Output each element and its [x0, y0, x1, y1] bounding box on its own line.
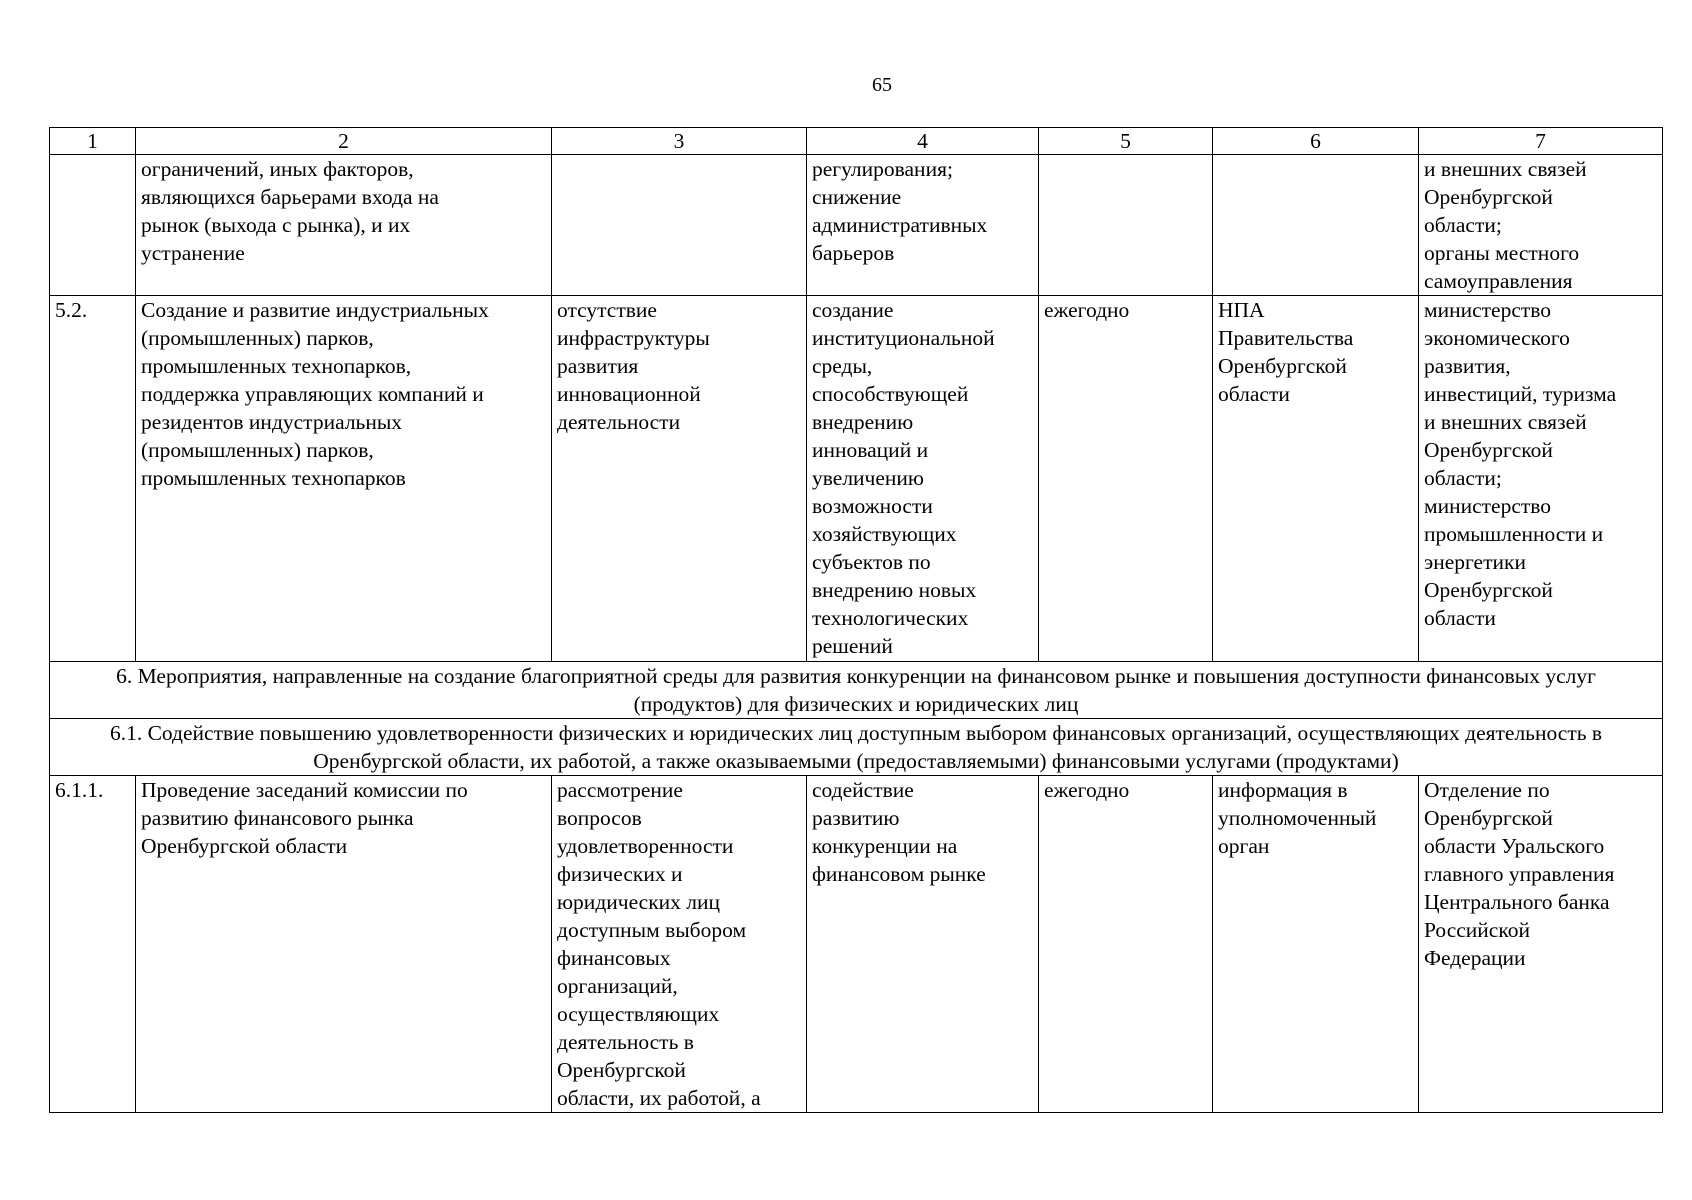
cell-result: создание институциональной среды, способ…	[806, 295, 1039, 662]
header-cell: 1	[49, 127, 136, 155]
header-cell: 7	[1418, 127, 1663, 155]
header-cell: 6	[1212, 127, 1419, 155]
page-number: 65	[872, 74, 892, 96]
cell-deadline: ежегодно	[1038, 775, 1213, 1113]
cell-problem	[551, 154, 807, 296]
header-cell: 4	[806, 127, 1039, 155]
column-number-header: 1 2 3 4 5 6 7	[49, 127, 1663, 155]
cell-deadline	[1038, 154, 1213, 296]
cell-problem: отсутствие инфраструктуры развития иннов…	[551, 295, 807, 662]
cell-measure: Создание и развитие индустриальных (пром…	[135, 295, 552, 662]
table-row: 5.2. Создание и развитие индустриальных …	[49, 295, 1663, 662]
header-cell: 3	[551, 127, 807, 155]
cell-result: регулирования; снижение административных…	[806, 154, 1039, 296]
header-cell: 2	[135, 127, 552, 155]
cell-responsible: Отделение по Оренбургской области Уральс…	[1418, 775, 1663, 1113]
section-6-1-heading: 6.1. Содействие повышению удовлетворенно…	[49, 718, 1663, 776]
cell-responsible: министерство экономического развития, ин…	[1418, 295, 1663, 662]
measures-table: 1 2 3 4 5 6 7 ограничений, иных факторов…	[49, 127, 1663, 1113]
cell-measure: ограничений, иных факторов, являющихся б…	[135, 154, 552, 296]
subsection-heading-row: 6.1. Содействие повышению удовлетворенно…	[49, 718, 1663, 776]
cell-number: 5.2.	[49, 295, 136, 662]
header-cell: 5	[1038, 127, 1213, 155]
section-6-heading: 6. Мероприятия, направленные на создание…	[49, 661, 1663, 719]
cell-result: содействие развитию конкуренции на финан…	[806, 775, 1039, 1113]
cell-document: НПА Правительства Оренбургской области	[1212, 295, 1419, 662]
cell-problem: рассмотрение вопросов удовлетворенности …	[551, 775, 807, 1113]
cell-deadline: ежегодно	[1038, 295, 1213, 662]
section-heading-row: 6. Мероприятия, направленные на создание…	[49, 661, 1663, 719]
cell-responsible: и внешних связей Оренбургской области; о…	[1418, 154, 1663, 296]
cell-measure: Проведение заседаний комиссии по развити…	[135, 775, 552, 1113]
cell-number	[49, 154, 136, 296]
table-row: 6.1.1. Проведение заседаний комиссии по …	[49, 775, 1663, 1113]
cell-document: информация в уполномоченный орган	[1212, 775, 1419, 1113]
table-row: ограничений, иных факторов, являющихся б…	[49, 154, 1663, 296]
cell-document	[1212, 154, 1419, 296]
cell-number: 6.1.1.	[49, 775, 136, 1113]
